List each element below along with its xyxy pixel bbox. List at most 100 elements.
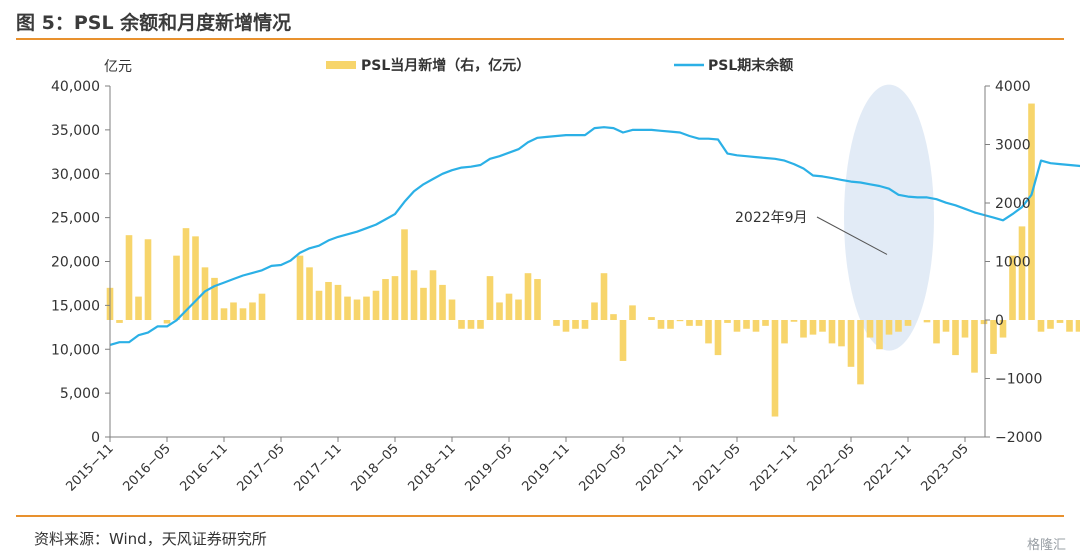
left-tick-label: 25,000 (51, 211, 100, 227)
bar (1037, 320, 1045, 332)
bar (496, 302, 503, 320)
bar (144, 239, 152, 320)
watermark: 格隆汇 (1026, 538, 1066, 553)
legend-bar-swatch (326, 61, 356, 69)
bar (866, 320, 874, 338)
bar (182, 228, 190, 320)
bar (790, 320, 798, 322)
bar (315, 290, 323, 320)
bar (1028, 103, 1035, 320)
bar (1047, 320, 1054, 329)
left-tick-label: 20,000 (51, 255, 100, 271)
left-tick-label: 35,000 (51, 123, 100, 139)
bar (885, 320, 893, 335)
bar (781, 320, 788, 344)
annotation-label: 2022年9月 (735, 210, 808, 226)
right-tick-label: 3000 (995, 138, 1031, 154)
bar (999, 320, 1007, 338)
bar (828, 320, 836, 344)
bar (448, 299, 456, 320)
bar (971, 320, 978, 373)
bar (961, 320, 969, 338)
right-tick-label: 0 (995, 313, 1004, 329)
bar (733, 320, 741, 332)
right-tick-label: −1000 (995, 372, 1042, 388)
bar (857, 320, 864, 385)
left-tick-label: 10,000 (51, 342, 100, 358)
x-tick-label: 2022−11 (861, 441, 914, 494)
bar (762, 320, 769, 326)
bar (467, 320, 475, 329)
bar (952, 320, 959, 356)
bar (895, 320, 902, 332)
bar (296, 255, 304, 320)
bar (486, 276, 494, 320)
bar (220, 308, 228, 320)
right-tick-label: 4000 (995, 79, 1031, 95)
x-tick-label: 2018−11 (405, 441, 458, 494)
bar (657, 320, 665, 329)
left-tick-label: 5,000 (60, 386, 100, 402)
bar (838, 320, 845, 347)
bar (1066, 320, 1073, 332)
x-tick-label: 2021−11 (747, 441, 800, 494)
bar (724, 320, 731, 323)
bar (163, 320, 171, 324)
bar (524, 273, 532, 320)
bar (429, 270, 437, 320)
bar (572, 320, 579, 329)
bar (752, 320, 760, 332)
bar (629, 305, 636, 320)
bar (1009, 255, 1016, 320)
bar (990, 320, 997, 354)
bar (581, 320, 589, 329)
bar (705, 320, 712, 344)
x-tick-label: 2019−11 (519, 441, 572, 494)
bar (439, 284, 446, 320)
right-tick-label: 1000 (995, 255, 1031, 271)
bar (372, 290, 380, 320)
bar (363, 296, 370, 320)
bar (980, 320, 988, 325)
legend-line-label: PSL期末余额 (708, 57, 793, 74)
bar (201, 267, 209, 320)
bar (239, 308, 247, 320)
right-tick-label: −2000 (995, 430, 1042, 446)
bar (391, 276, 399, 320)
bar (648, 317, 655, 320)
bar (686, 320, 693, 326)
x-tick-label: 2020−05 (576, 441, 629, 494)
bar (1075, 320, 1080, 332)
x-tick-label: 2022−05 (804, 441, 857, 494)
bar (505, 293, 513, 320)
bar (477, 320, 484, 329)
bottom-rule (16, 515, 1064, 517)
bar (1018, 226, 1026, 320)
x-tick-label: 2017−11 (291, 441, 344, 494)
bar (695, 320, 703, 326)
bar (230, 302, 237, 320)
bar (410, 270, 418, 320)
source-note: 资料来源：Wind，天风证券研究所 (34, 530, 267, 548)
bar (676, 320, 684, 322)
bar (325, 281, 332, 320)
bar (515, 299, 522, 320)
bar (211, 277, 218, 320)
bar (610, 314, 617, 320)
x-tick-label: 2016−05 (120, 441, 173, 494)
left-axis-label: 亿元 (104, 59, 132, 75)
balance-line (109, 126, 1080, 346)
highlight-ellipse (844, 84, 934, 351)
bar (809, 320, 817, 335)
annotation-leader (816, 216, 888, 255)
bar (591, 302, 598, 320)
bar (382, 279, 389, 320)
bar (344, 296, 351, 320)
x-tick-label: 2015−11 (63, 441, 116, 494)
left-tick-label: 15,000 (51, 298, 100, 314)
left-tick-label: 40,000 (51, 79, 100, 95)
bar (667, 320, 674, 329)
bar (847, 320, 855, 367)
bar (192, 236, 199, 320)
bar (135, 296, 142, 320)
